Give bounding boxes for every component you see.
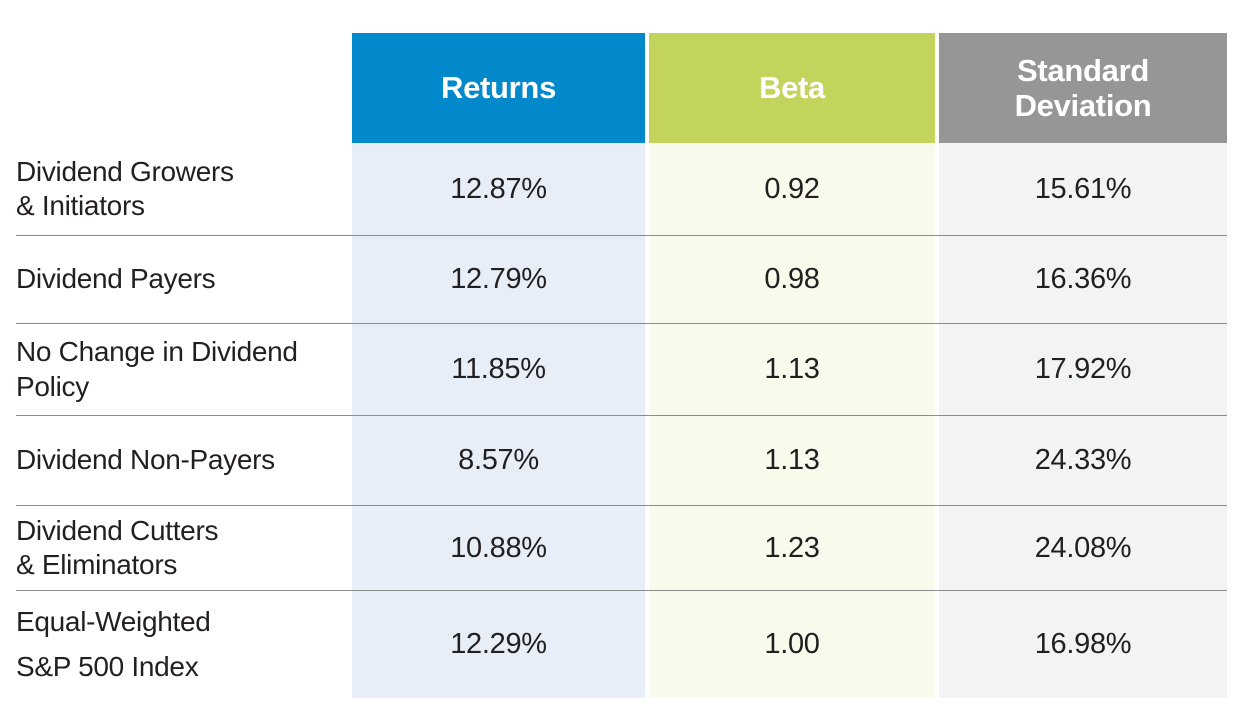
beta-value: 1.13 [645,324,935,415]
standard-deviation-value: 24.33% [935,416,1227,505]
standard-deviation-value: 24.08% [935,506,1227,590]
standard-deviation-value: 17.92% [935,324,1227,415]
returns-value: 8.57% [352,416,645,505]
returns-value: 12.87% [352,143,645,235]
column-header-standard-deviation: Standard Deviation [935,33,1227,143]
table-row: Dividend Growers & Initiators 12.87% 0.9… [16,143,1227,235]
beta-value: 0.92 [645,143,935,235]
table-row: Dividend Payers 12.79% 0.98 16.36% [16,235,1227,323]
beta-value: 1.00 [645,591,935,698]
returns-value: 10.88% [352,506,645,590]
beta-value: 0.98 [645,236,935,323]
row-label: Dividend Non-Payers [16,444,275,476]
row-label: Dividend Growers & Initiators [16,155,234,221]
table-row: Equal-Weighted S&P 500 Index 12.29% 1.00… [16,590,1227,698]
table-header-row: Returns Beta Standard Deviation [16,33,1227,143]
row-label: Dividend Payers [16,263,216,295]
returns-value: 11.85% [352,324,645,415]
table-row: Dividend Non-Payers 8.57% 1.13 24.33% [16,415,1227,505]
row-label: Dividend Cutters & Eliminators [16,514,219,580]
table-row: No Change in Dividend Policy 11.85% 1.13… [16,323,1227,415]
standard-deviation-value: 15.61% [935,143,1227,235]
standard-deviation-value: 16.98% [935,591,1227,698]
dividend-comparison-table: Returns Beta Standard Deviation Dividend… [16,33,1227,698]
column-header-beta: Beta [645,33,935,143]
column-header-returns: Returns [352,33,645,143]
returns-value: 12.29% [352,591,645,698]
returns-value: 12.79% [352,236,645,323]
row-label: No Change in Dividend Policy [16,336,298,402]
row-label: Equal-Weighted S&P 500 Index [16,605,211,682]
table-row: Dividend Cutters & Eliminators 10.88% 1.… [16,505,1227,590]
corner-cell [16,33,352,143]
beta-value: 1.23 [645,506,935,590]
beta-value: 1.13 [645,416,935,505]
standard-deviation-value: 16.36% [935,236,1227,323]
